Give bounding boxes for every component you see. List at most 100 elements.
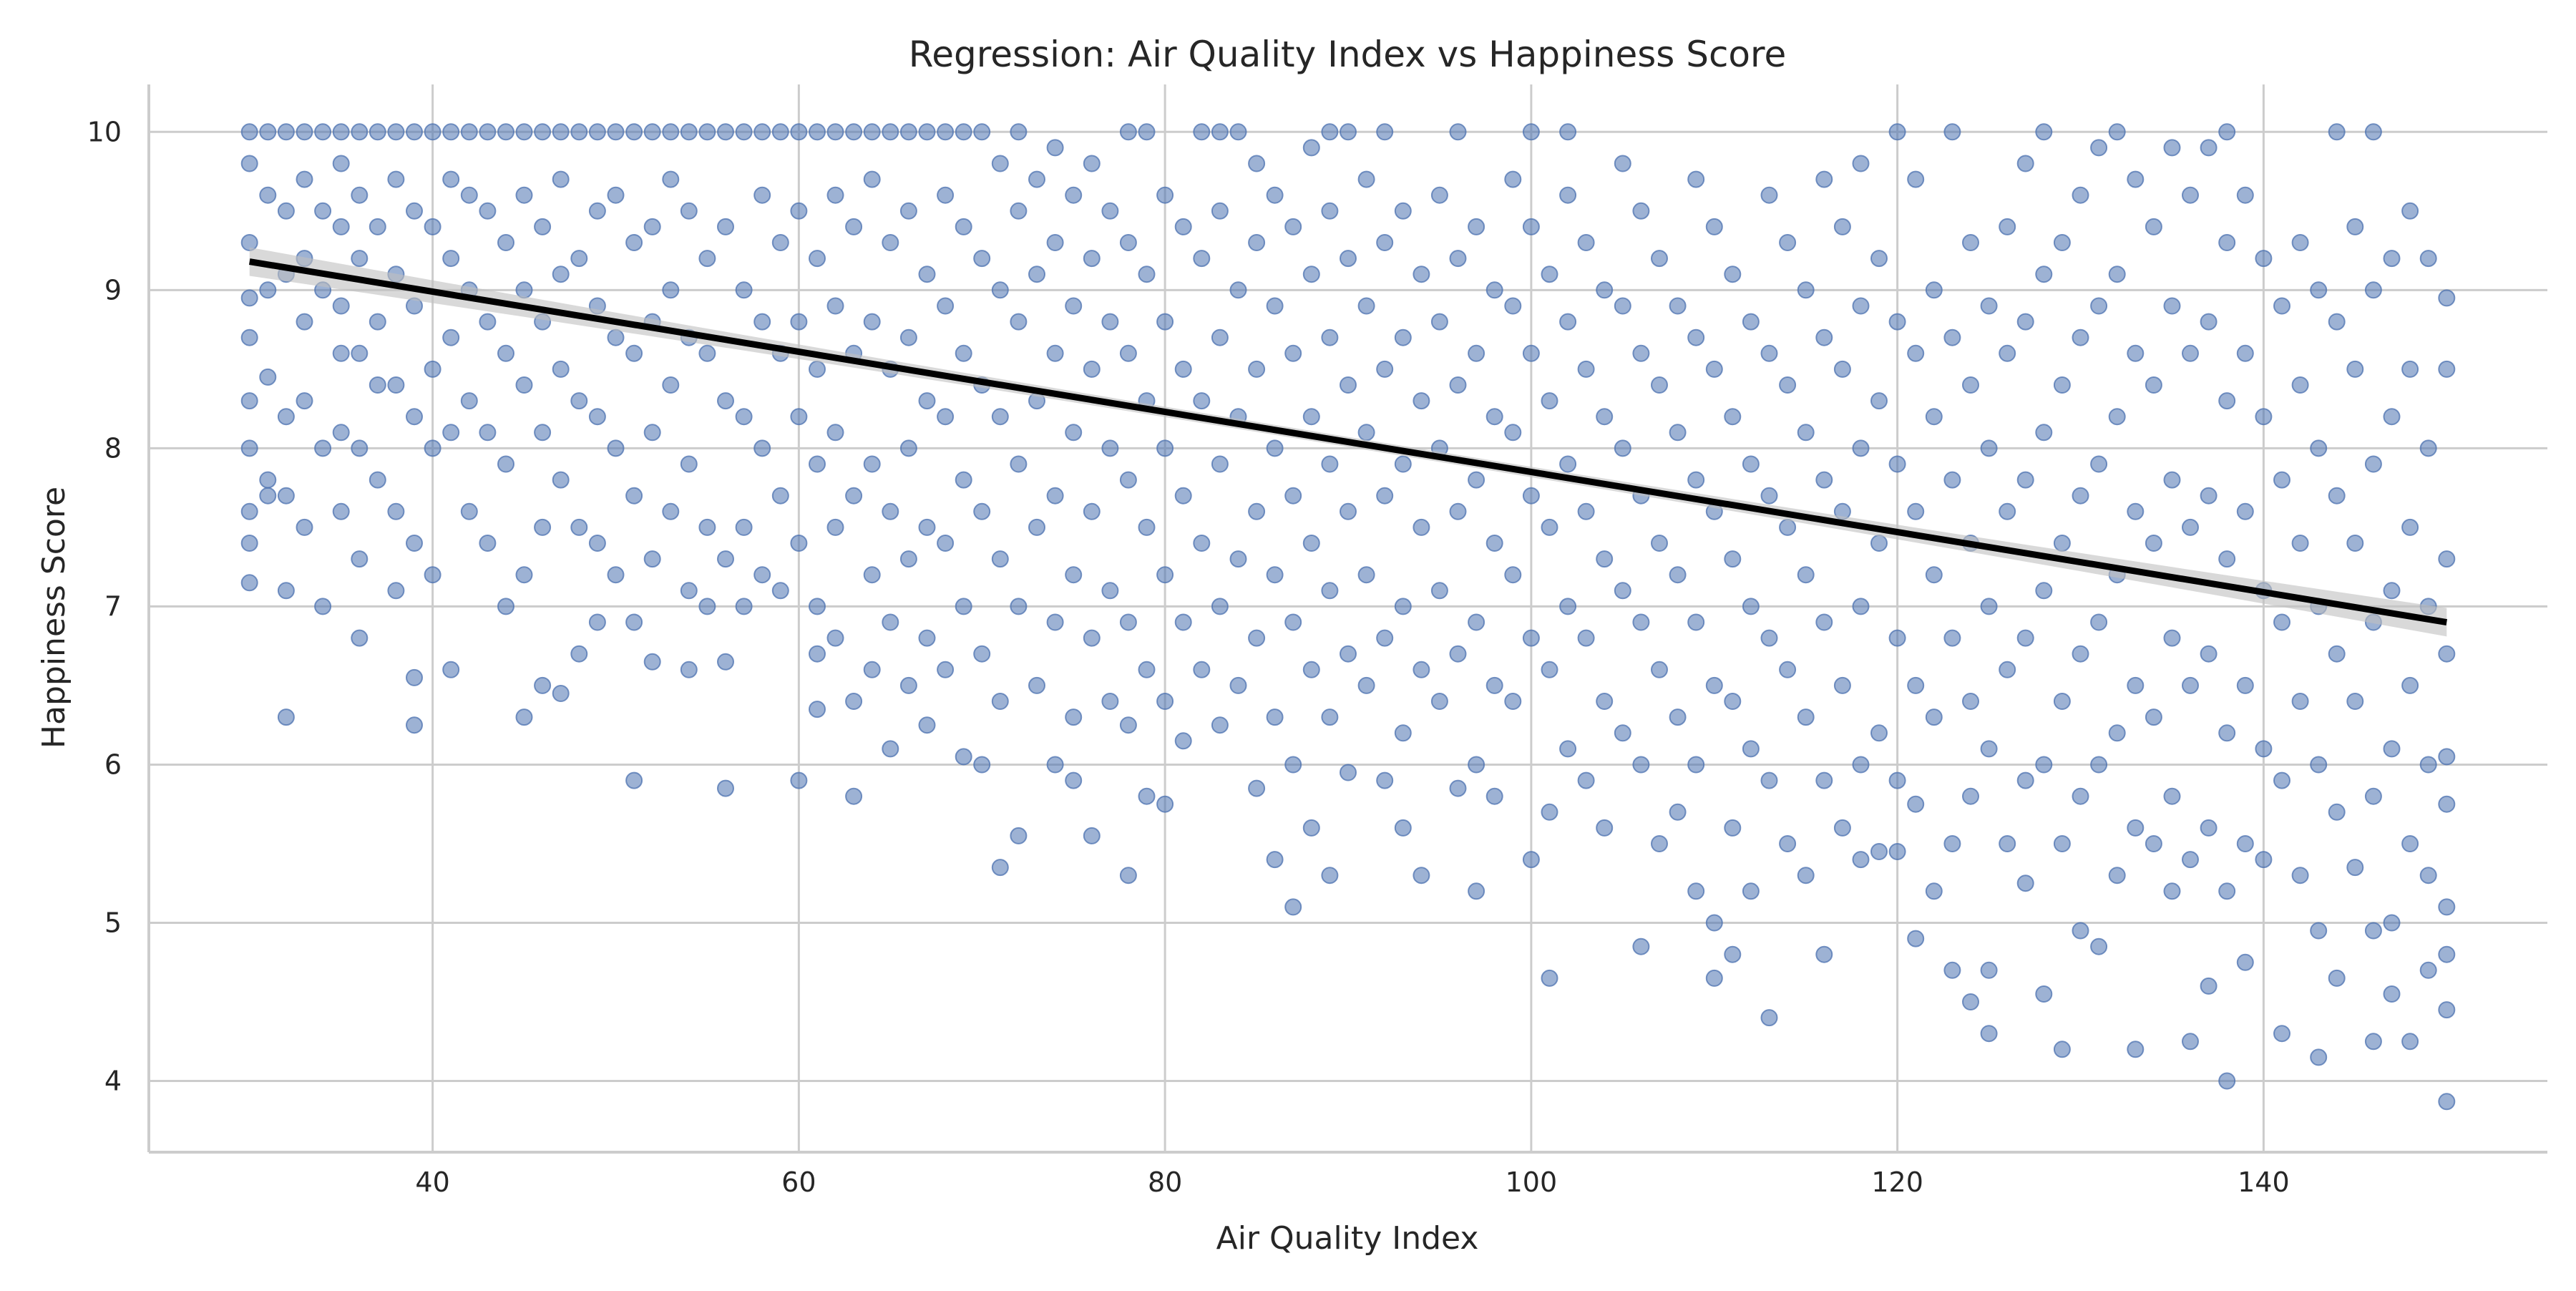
data-point [497, 344, 514, 362]
data-point [2182, 344, 2199, 362]
data-point [296, 392, 313, 410]
data-point [1815, 328, 1833, 346]
data-point [1302, 408, 1320, 426]
data-point [1101, 582, 1119, 600]
data-point [296, 313, 313, 331]
data-point [973, 756, 991, 774]
data-point [1797, 867, 1815, 885]
data-point [240, 502, 258, 520]
data-point [863, 170, 881, 188]
data-point [1485, 676, 1503, 694]
data-point [973, 250, 991, 268]
data-point [2145, 218, 2162, 235]
data-point [1925, 882, 1943, 900]
data-point [643, 218, 661, 235]
data-point [717, 123, 734, 141]
data-point [1779, 835, 1797, 852]
data-point [1010, 123, 1028, 141]
data-point [809, 360, 826, 378]
data-point [1541, 518, 1558, 536]
data-point [2273, 1025, 2290, 1043]
data-point [1687, 471, 1705, 489]
data-point [2346, 859, 2364, 877]
data-point [1943, 961, 1961, 979]
data-point [2200, 139, 2218, 157]
data-point [460, 123, 478, 141]
data-point [1797, 566, 1815, 584]
data-point [2016, 471, 2034, 489]
data-point [332, 344, 350, 362]
data-point [1541, 392, 1558, 410]
data-point [2053, 693, 2071, 710]
data-point [698, 123, 716, 141]
data-point [1449, 502, 1467, 520]
data-point [1907, 170, 1925, 188]
data-point [2072, 186, 2089, 204]
data-point [1596, 693, 1614, 710]
data-point [1980, 1025, 1998, 1043]
data-point [588, 408, 606, 426]
data-point [2108, 724, 2126, 742]
data-point [1888, 313, 1906, 331]
data-point [1138, 123, 1156, 141]
data-point [240, 439, 258, 457]
data-point [771, 582, 789, 600]
data-point [2401, 676, 2419, 694]
data-point [442, 170, 460, 188]
data-point [2127, 819, 2145, 837]
data-point [1907, 795, 1925, 813]
data-point [771, 234, 789, 251]
data-point [1852, 297, 1870, 315]
data-point [588, 535, 606, 552]
data-point [735, 281, 753, 299]
data-point [1266, 851, 1284, 869]
data-point [369, 471, 386, 489]
data-point [1888, 123, 1906, 141]
data-point [1632, 344, 1650, 362]
data-point [2364, 455, 2382, 473]
data-point [296, 518, 313, 536]
data-point [1962, 993, 1979, 1010]
data-point [369, 218, 386, 235]
data-point [1028, 676, 1045, 694]
data-point [753, 439, 771, 457]
data-point [1852, 756, 1870, 774]
data-point [937, 535, 955, 552]
data-point [442, 250, 460, 268]
data-point [1028, 518, 1045, 536]
data-point [2328, 645, 2346, 663]
data-point [680, 123, 698, 141]
data-point [1449, 250, 1467, 268]
x-axis-label: Air Quality Index [1216, 1220, 1479, 1257]
data-point [698, 344, 716, 362]
data-point [1449, 645, 1467, 663]
data-point [1229, 281, 1247, 299]
data-point [1541, 969, 1558, 987]
data-point [2016, 629, 2034, 647]
data-point [937, 297, 955, 315]
data-point [1394, 598, 1412, 615]
data-point [2108, 408, 2126, 426]
data-point [1065, 708, 1083, 726]
data-point [2163, 787, 2181, 805]
data-point [1943, 629, 1961, 647]
data-point [314, 202, 332, 220]
data-point [1614, 297, 1631, 315]
x-tick-label: 40 [415, 1166, 449, 1198]
data-point [277, 123, 295, 141]
data-point [1468, 344, 1485, 362]
data-point [918, 629, 936, 647]
data-point [2255, 408, 2273, 426]
data-point [2438, 645, 2456, 663]
data-point [937, 661, 955, 678]
data-point [607, 566, 625, 584]
data-point [2090, 613, 2108, 631]
data-point [2273, 297, 2290, 315]
data-point [2127, 676, 2145, 694]
data-point [570, 123, 588, 141]
data-point [515, 708, 533, 726]
data-point [588, 202, 606, 220]
data-point [2145, 835, 2162, 852]
data-point [1651, 835, 1668, 852]
